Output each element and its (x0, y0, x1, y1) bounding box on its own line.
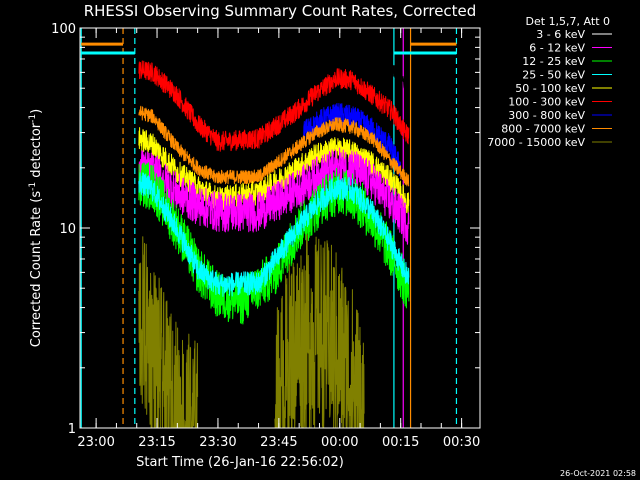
y-axis-label-text: Corrected Count Rate (s (29, 191, 44, 348)
legend-label: 7000 - 15000 keV (487, 136, 585, 149)
series-curve (138, 105, 410, 187)
y-axis-label-exponent: -1 (28, 182, 38, 191)
legend-label: 100 - 300 keV (508, 96, 585, 109)
timestamp: 26-Oct-2021 02:58 (560, 469, 636, 478)
x-tick-label: 00:30 (443, 435, 480, 450)
chart-title: RHESSI Observing Summary Count Rates, Co… (84, 2, 477, 20)
x-tick-label: 00:00 (321, 435, 358, 450)
y-axis-label: Corrected Count Rate (s-1 detector-1) (28, 109, 44, 347)
series-curve (302, 102, 402, 177)
series-curve (138, 162, 410, 325)
y-tick-label: 1 (68, 422, 76, 437)
series-curve (138, 48, 406, 89)
legend-label: 300 - 800 keV (508, 109, 585, 122)
series-curve (138, 172, 410, 297)
y-axis-label-detector: detector (29, 122, 44, 182)
y-tick-label: 100 (51, 22, 76, 37)
legend-label: 12 - 25 keV (522, 55, 585, 68)
y-tick-label: 10 (59, 222, 76, 237)
y-axis-label-close: ) (29, 109, 44, 114)
y-axis-label-exponent-2: -1 (28, 114, 38, 123)
legend-label: 3 - 6 keV (536, 28, 585, 41)
x-tick-label: 23:45 (260, 435, 297, 450)
legend-label: 800 - 7000 keV (501, 123, 585, 136)
flag-lines (80, 28, 458, 428)
y-axis-ticks: 1 10 100 (51, 22, 480, 437)
x-tick-label: 00:15 (382, 435, 419, 450)
legend-header: Det 1,5,7, Att 0 (526, 15, 610, 28)
series-curve (138, 147, 410, 245)
x-tick-label: 23:30 (199, 435, 236, 450)
x-tick-label: 23:00 (77, 435, 114, 450)
legend-label: 25 - 50 keV (522, 69, 585, 82)
x-axis-ticks: 23:00 23:15 23:30 23:45 00:00 00:15 00:30 (77, 28, 480, 450)
x-axis-label: Start Time (26-Jan-16 22:56:02) (136, 455, 344, 470)
legend-label: 6 - 12 keV (529, 42, 585, 55)
x-tick-label: 23:15 (138, 435, 175, 450)
series-curve (138, 60, 410, 152)
legend-label: 50 - 100 keV (515, 82, 585, 95)
